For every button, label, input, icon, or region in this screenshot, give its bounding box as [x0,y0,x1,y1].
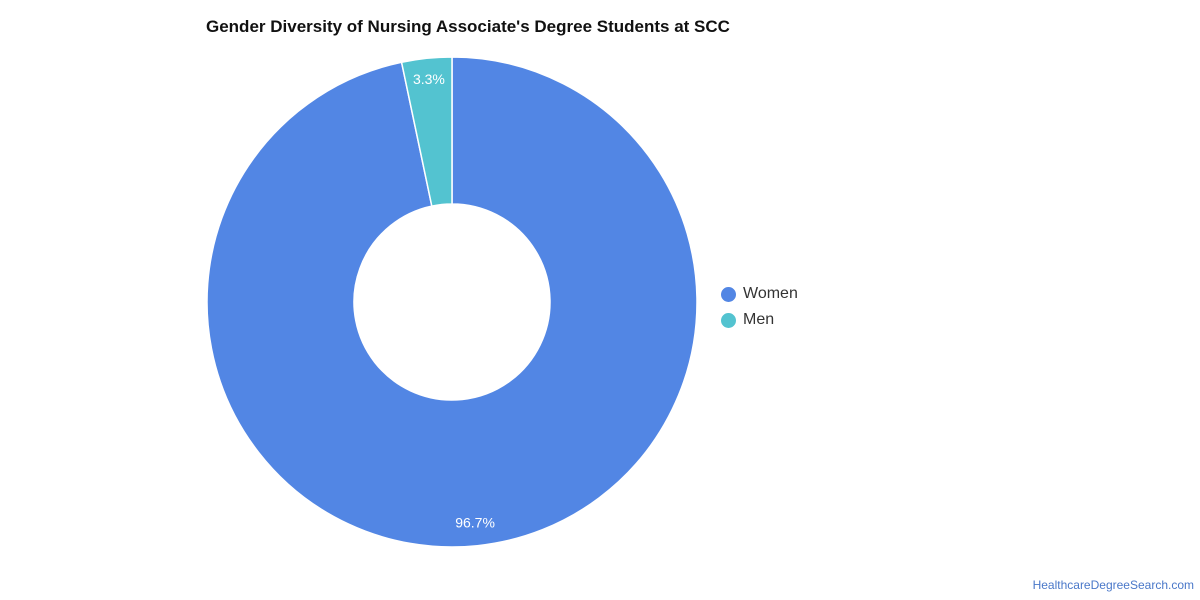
donut-slice-women[interactable] [206,56,698,548]
chart-title: Gender Diversity of Nursing Associate's … [206,17,730,36]
legend-swatch-men [721,312,736,328]
legend-swatch-women [721,286,736,302]
legend-label-women: Women [743,285,798,302]
donut-slice-men[interactable] [400,56,453,207]
slice-label-men: 3.3% [413,71,445,87]
legend: Women Men [721,281,798,333]
slice-label-women: 96.7% [455,515,495,531]
legend-item-women[interactable]: Women [721,281,798,307]
legend-label-men: Men [743,311,775,328]
legend-item-men[interactable]: Men [721,307,798,333]
source-link[interactable]: HealthcareDegreeSearch.com [1032,578,1194,592]
